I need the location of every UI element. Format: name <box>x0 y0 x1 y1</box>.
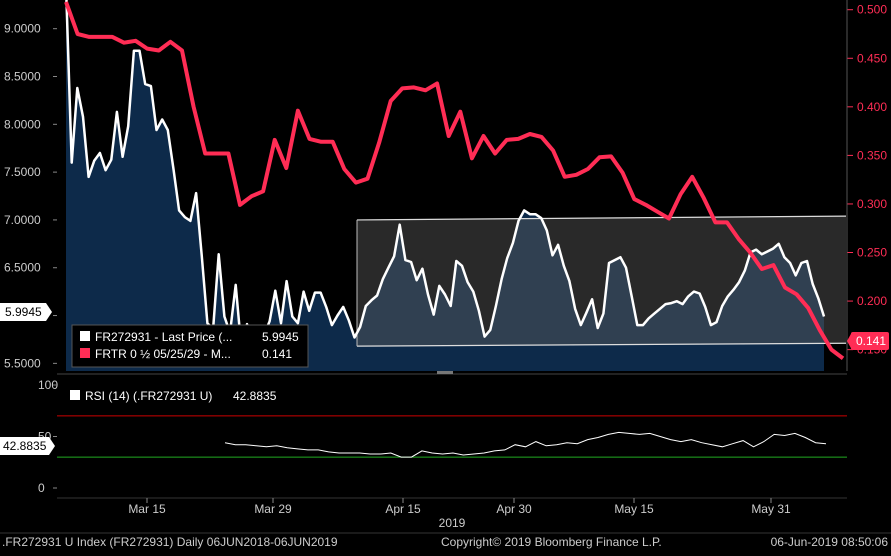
x-tick-label: Apr 15 <box>385 502 421 516</box>
price-legend: FR272931 - Last Price (... 5.9945 FRTR 0… <box>71 324 309 368</box>
x-tick-label: May 31 <box>751 502 791 516</box>
x-axis-year: 2019 <box>439 516 466 530</box>
y-right-tick-label: 0.500 <box>857 3 887 17</box>
footer-security-info: .FR272931 U Index (FR272931) Daily 06JUN… <box>2 535 338 549</box>
x-tick-label: May 15 <box>614 502 654 516</box>
legend-swatch-price <box>80 331 90 341</box>
footer-copyright: Copyright© 2019 Bloomberg Finance L.P. <box>441 535 662 549</box>
legend-price-value: 5.9945 <box>262 330 299 344</box>
y-left-tick-label: 7.5000 <box>4 165 41 179</box>
channel-upper-line <box>356 215 847 221</box>
price-line <box>65 0 826 351</box>
legend-rsi-value: 42.8835 <box>233 389 277 403</box>
x-tick-label: Mar 29 <box>254 502 292 516</box>
svg-text:0.141: 0.141 <box>856 334 886 348</box>
y-left-tick-label: 7.0000 <box>4 213 41 227</box>
y-left-tick-label: 9.0000 <box>4 22 41 36</box>
footer-timestamp: 06-Jun-2019 08:50:06 <box>771 535 889 549</box>
legend-yield-label: FRTR 0 ½ 05/25/29 - M... <box>95 347 231 361</box>
legend-yield-value: 0.141 <box>262 347 292 361</box>
legend-swatch-rsi <box>70 390 80 400</box>
price-channel <box>357 216 846 347</box>
legend-swatch-yield <box>80 348 90 358</box>
price-last-tag: 5.9945 <box>0 303 52 321</box>
panel-resize-handle[interactable] <box>437 371 453 374</box>
y-left-tick-label: 5.5000 <box>4 356 41 370</box>
channel-lower-line <box>356 342 847 347</box>
legend-rsi-label: RSI (14) (.FR272931 U) <box>85 389 212 403</box>
svg-text:42.8835: 42.8835 <box>3 439 47 453</box>
y-left-tick-label: 8.5000 <box>4 69 41 83</box>
y-right-tick-label: 0.450 <box>857 51 887 65</box>
rsi-legend: RSI (14) (.FR272931 U) 42.8835 <box>62 385 286 407</box>
y-right-tick-label: 0.400 <box>857 100 887 114</box>
rsi-last-tag: 42.8835 <box>0 437 55 455</box>
y-left-tick-label: 6.5000 <box>4 261 41 275</box>
x-tick-label: Apr 30 <box>496 502 532 516</box>
svg-text:5.9945: 5.9945 <box>5 305 42 319</box>
y-right-tick-label: 0.250 <box>857 246 887 260</box>
legend-price-label: FR272931 - Last Price (... <box>95 330 232 344</box>
x-tick-label: Mar 15 <box>128 502 166 516</box>
y-right-tick-label: 0.200 <box>857 294 887 308</box>
rsi-line <box>224 431 827 458</box>
rsi-tick-label: 100 <box>38 378 58 392</box>
yield-last-tag: 0.141 <box>847 332 889 350</box>
y-right-tick-label: 0.350 <box>857 148 887 162</box>
rsi-tick-label: 0 <box>38 481 45 495</box>
yield-line <box>64 1 845 360</box>
y-right-tick-label: 0.300 <box>857 197 887 211</box>
y-left-tick-label: 8.0000 <box>4 117 41 131</box>
